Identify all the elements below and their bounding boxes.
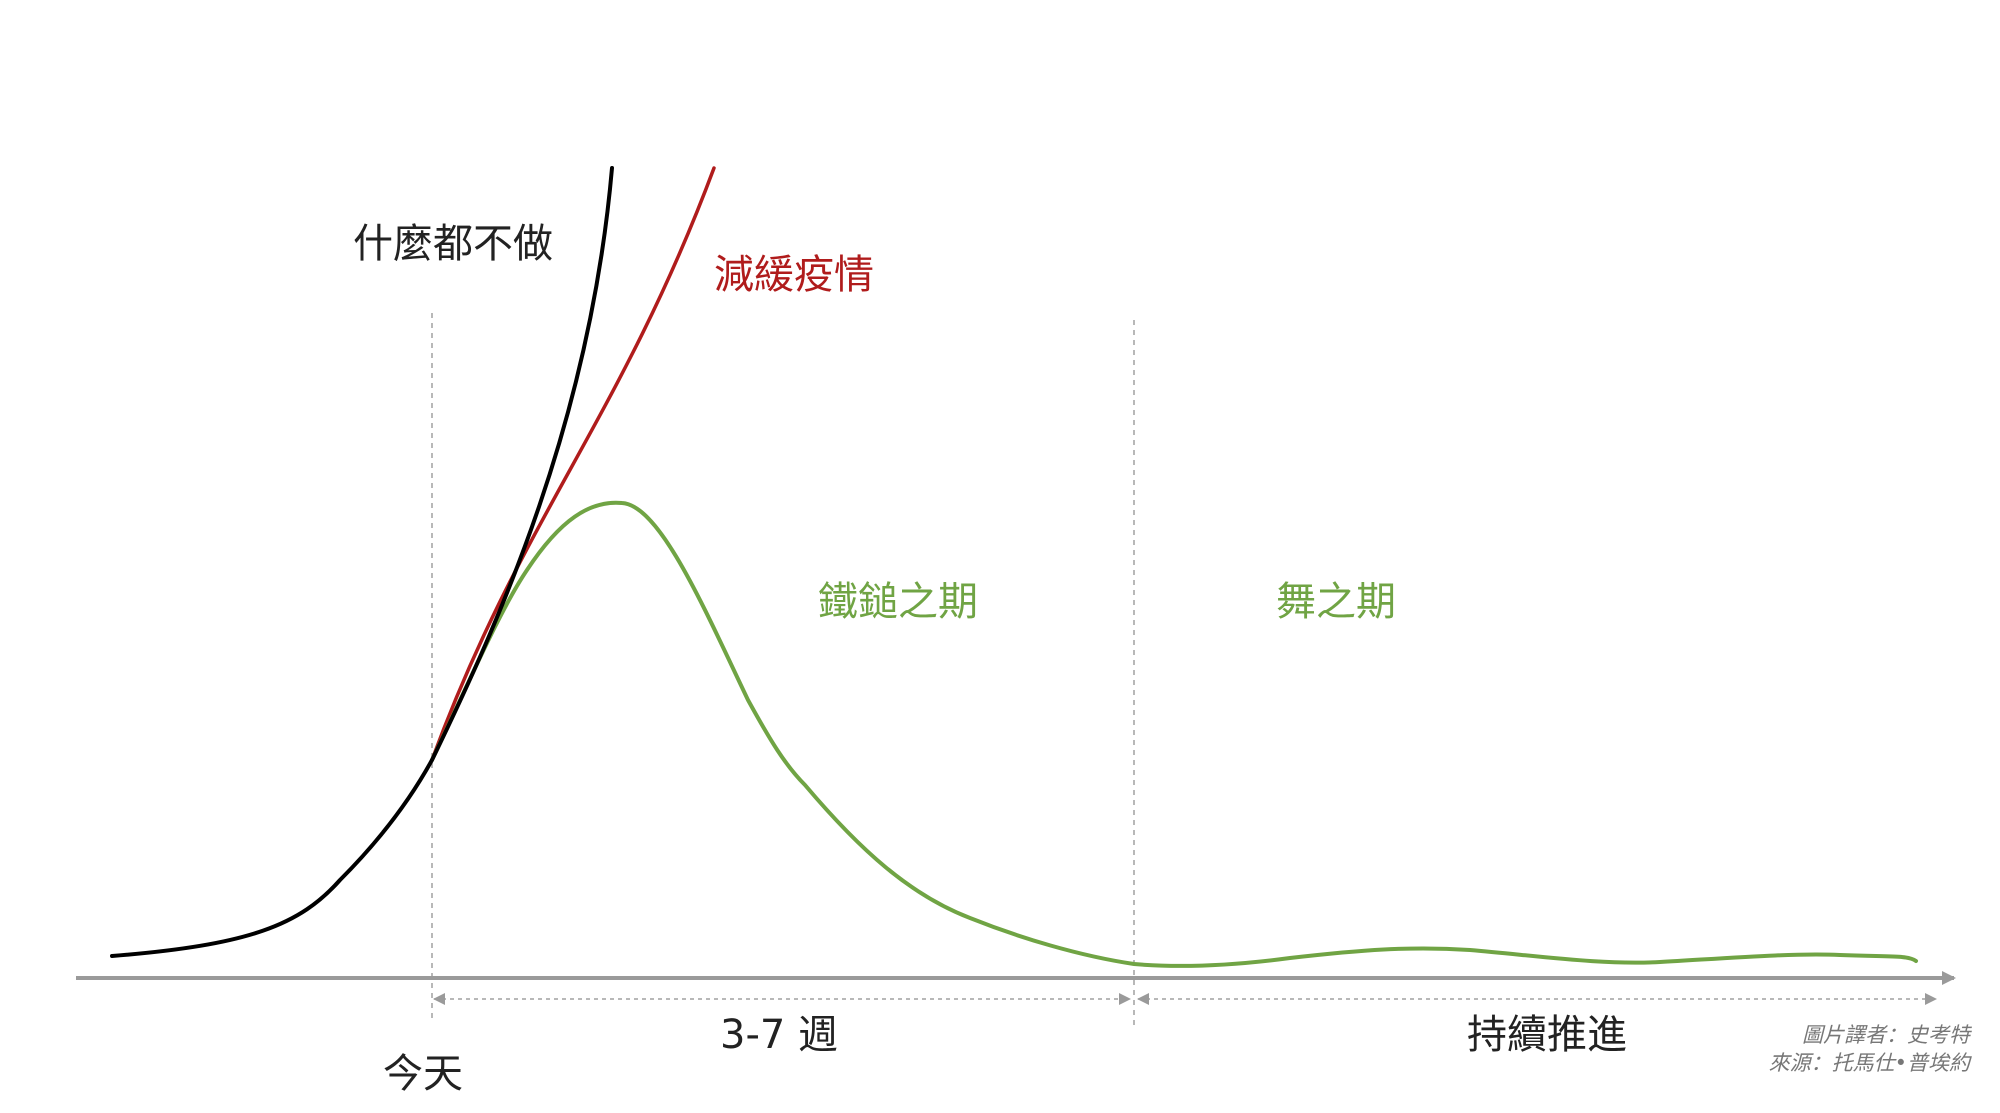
suppression-curve — [430, 500, 1918, 968]
do-nothing-label: 什麼都不做 — [353, 221, 553, 267]
dance-phase-label: 舞之期 — [1276, 579, 1396, 625]
do-nothing-curve — [110, 166, 614, 958]
source-credit: 來源：托馬仕•普埃約 — [1769, 1051, 1972, 1075]
mitigation-curve — [430, 166, 716, 762]
today-label: 今天 — [383, 1051, 463, 1097]
hammer-phase-label: 鐵鎚之期 — [818, 579, 978, 625]
translator-credit: 圖片譯者：史考特 — [1802, 1023, 1972, 1047]
dance-duration-label: 持續推進 — [1467, 1012, 1627, 1058]
hammer-duration-label: 3-7 週 — [720, 1012, 838, 1058]
mitigation-label: 減緩疫情 — [714, 252, 874, 298]
